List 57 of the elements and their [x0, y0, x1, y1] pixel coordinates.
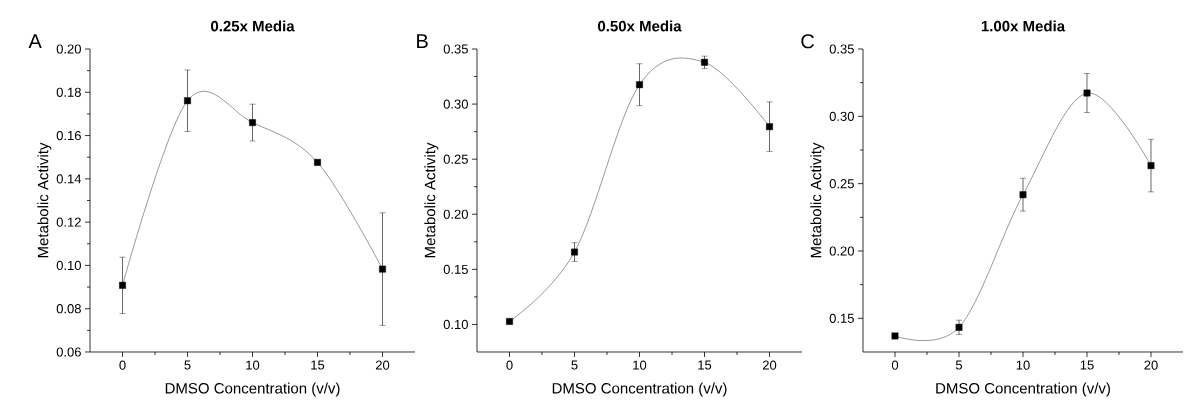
point [1147, 162, 1155, 170]
point [249, 119, 256, 126]
y-axis-title: Metabolic Activity [810, 142, 825, 258]
x-tick-label: 10 [633, 360, 647, 370]
y-tick-label: 0.25 [829, 179, 854, 189]
y-tick-label: 0.10 [443, 319, 468, 330]
point [379, 265, 386, 273]
y-axis-title: Metabolic Activity [424, 142, 439, 258]
x-tick-label: 15 [1080, 360, 1094, 370]
x-tick-label: 20 [1144, 360, 1158, 370]
y-tick-label: 0.08 [56, 304, 81, 314]
text: B [417, 34, 428, 48]
x-tick-label: 0 [891, 360, 899, 370]
x-axis-title: DMSO Concentration (v/v) [165, 382, 340, 397]
x-tick-label: 15 [698, 360, 712, 370]
x-axis-title: DMSO Concentration (v/v) [936, 382, 1110, 397]
x-tick-label: 5 [955, 360, 963, 370]
point [1019, 191, 1027, 199]
y-tick-label: 0.25 [443, 154, 468, 164]
x-tick-label: 0 [119, 360, 126, 370]
chart-title: 0.25x Media [211, 20, 295, 32]
y-tick-label: 0.20 [443, 209, 468, 219]
chart-title: 1.00x Media [981, 20, 1066, 32]
y-tick-label: 0.16 [56, 130, 81, 141]
x-tick-label: 10 [246, 360, 260, 370]
x-tick-label: 5 [184, 360, 191, 370]
y-tick-label: 0.30 [443, 99, 468, 109]
y-tick-label: 0.20 [56, 44, 81, 54]
x-tick-label: 20 [762, 360, 777, 370]
text: C [801, 34, 815, 49]
point [766, 123, 773, 131]
y-tick-label: 0.15 [829, 313, 854, 323]
y-tick-label: 0.35 [829, 44, 854, 54]
x-tick-label: 0 [506, 360, 513, 370]
y-tick-label: 0.35 [443, 44, 468, 54]
x-tick-label: 5 [571, 360, 578, 370]
x-tick-label: 20 [375, 360, 390, 370]
point [119, 281, 126, 289]
x-tick-label: 15 [311, 360, 325, 370]
text: A [28, 34, 42, 48]
point [636, 81, 643, 89]
y-tick-label: 0.14 [56, 174, 82, 184]
y-tick-label: 0.06 [56, 347, 81, 357]
point [955, 323, 963, 331]
y-tick-label: 0.18 [56, 87, 81, 97]
y-axis-title: Metabolic Activity [37, 142, 52, 258]
y-tick-label: 0.30 [829, 111, 854, 121]
x-tick-label: 10 [1016, 360, 1030, 370]
y-tick-label: 0.15 [443, 264, 468, 274]
y-tick-label: 0.10 [56, 260, 81, 271]
y-tick-label: 0.12 [56, 217, 81, 227]
y-tick-label: 0.20 [829, 246, 854, 256]
x-axis-title: DMSO Concentration (v/v) [552, 382, 727, 397]
point [571, 248, 578, 256]
point [184, 97, 191, 105]
point [1083, 89, 1091, 97]
chart-title: 0.50x Media [598, 20, 682, 32]
